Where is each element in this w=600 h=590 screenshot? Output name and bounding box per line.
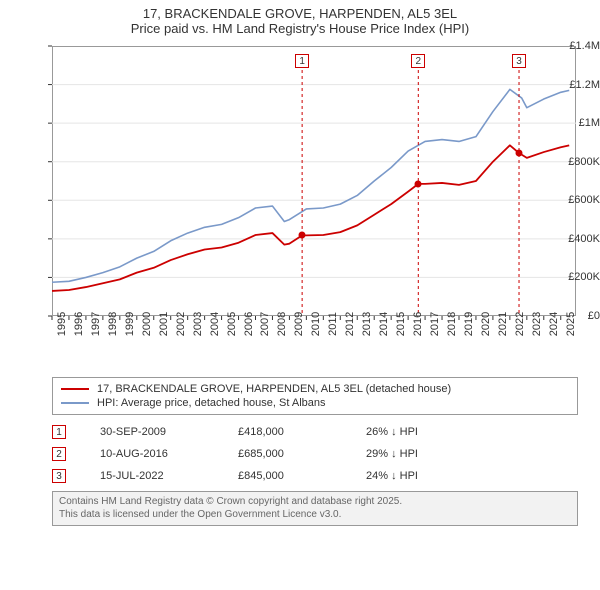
x-tick-label: 2002 <box>175 312 187 336</box>
legend-swatch <box>61 402 89 404</box>
legend-label: 17, BRACKENDALE GROVE, HARPENDEN, AL5 3E… <box>97 383 451 395</box>
x-tick-label: 2025 <box>565 312 577 336</box>
event-row: 1 30-SEP-2009 £418,000 26% ↓ HPI <box>52 421 578 443</box>
legend-item: 17, BRACKENDALE GROVE, HARPENDEN, AL5 3E… <box>61 382 569 396</box>
event-date: 10-AUG-2016 <box>100 448 210 460</box>
legend-label: HPI: Average price, detached house, St A… <box>97 397 326 409</box>
x-tick-label: 2024 <box>548 312 560 336</box>
legend: 17, BRACKENDALE GROVE, HARPENDEN, AL5 3E… <box>52 377 578 415</box>
x-tick-label: 1999 <box>124 312 136 336</box>
y-tick-label: £800K <box>554 156 600 168</box>
chart-title-block: 17, BRACKENDALE GROVE, HARPENDEN, AL5 3E… <box>0 0 600 38</box>
x-tick-label: 2013 <box>361 312 373 336</box>
footer-attribution: Contains HM Land Registry data © Crown c… <box>52 491 578 526</box>
x-tick-label: 1996 <box>73 312 85 336</box>
x-tick-label: 2018 <box>446 312 458 336</box>
event-delta: 24% ↓ HPI <box>366 470 466 482</box>
y-tick-label: £200K <box>554 271 600 283</box>
x-tick-label: 2022 <box>514 312 526 336</box>
event-row: 3 15-JUL-2022 £845,000 24% ↓ HPI <box>52 465 578 487</box>
x-tick-label: 1997 <box>90 312 102 336</box>
x-tick-label: 1995 <box>56 312 68 336</box>
x-tick-label: 2019 <box>463 312 475 336</box>
event-table: 1 30-SEP-2009 £418,000 26% ↓ HPI 2 10-AUG-201… <box>52 421 578 487</box>
x-tick-label: 2003 <box>192 312 204 336</box>
event-date: 15-JUL-2022 <box>100 470 210 482</box>
x-tick-label: 2005 <box>226 312 238 336</box>
y-tick-label: £400K <box>554 233 600 245</box>
x-tick-label: 2016 <box>412 312 424 336</box>
y-tick-label: £1M <box>554 117 600 129</box>
event-marker-2: 2 <box>411 54 425 68</box>
event-delta: 29% ↓ HPI <box>366 448 466 460</box>
event-price: £418,000 <box>238 426 338 438</box>
y-tick-label: £600K <box>554 194 600 206</box>
x-tick-label: 2001 <box>158 312 170 336</box>
price-chart: £0 £200K £400K £600K £800K £1M £1.2M £1.4M 1995 1… <box>0 38 600 373</box>
event-row: 2 10-AUG-2016 £685,000 29% ↓ HPI <box>52 443 578 465</box>
event-date: 30-SEP-2009 <box>100 426 210 438</box>
x-tick-label: 2006 <box>243 312 255 336</box>
x-tick-label: 2004 <box>209 312 221 336</box>
series-price-paid <box>52 145 569 291</box>
title-line-2: Price paid vs. HM Land Registry's House … <box>0 21 600 36</box>
title-line-1: 17, BRACKENDALE GROVE, HARPENDEN, AL5 3E… <box>0 6 600 21</box>
x-tick-label: 2020 <box>480 312 492 336</box>
x-tick-label: 2014 <box>378 312 390 336</box>
x-tick-label: 2012 <box>344 312 356 336</box>
event-row-marker: 1 <box>52 425 66 439</box>
event-dot <box>299 232 306 239</box>
event-marker-1: 1 <box>295 54 309 68</box>
y-tick-label: £0 <box>554 310 600 322</box>
x-tick-label: 2023 <box>531 312 543 336</box>
event-delta: 26% ↓ HPI <box>366 426 466 438</box>
series-hpi <box>52 89 569 282</box>
x-tick-label: 2007 <box>259 312 271 336</box>
x-tick-label: 2015 <box>395 312 407 336</box>
event-dot <box>415 180 422 187</box>
event-row-marker: 2 <box>52 447 66 461</box>
legend-swatch <box>61 388 89 390</box>
x-tick-label: 2008 <box>276 312 288 336</box>
x-tick-label: 2021 <box>497 312 509 336</box>
footer-line-1: Contains HM Land Registry data © Crown c… <box>59 496 571 509</box>
x-tick-label: 2010 <box>310 312 322 336</box>
footer-line-2: This data is licensed under the Open Gov… <box>59 509 571 522</box>
event-marker-3: 3 <box>512 54 526 68</box>
legend-item: HPI: Average price, detached house, St A… <box>61 396 569 410</box>
event-price: £685,000 <box>238 448 338 460</box>
x-tick-label: 2011 <box>327 312 339 336</box>
y-tick-label: £1.4M <box>554 40 600 52</box>
event-dot <box>516 150 523 157</box>
x-tick-label: 2009 <box>293 312 305 336</box>
x-tick-label: 2017 <box>429 312 441 336</box>
x-tick-label: 1998 <box>107 312 119 336</box>
event-price: £845,000 <box>238 470 338 482</box>
event-row-marker: 3 <box>52 469 66 483</box>
x-tick-label: 2000 <box>141 312 153 336</box>
y-tick-label: £1.2M <box>554 79 600 91</box>
